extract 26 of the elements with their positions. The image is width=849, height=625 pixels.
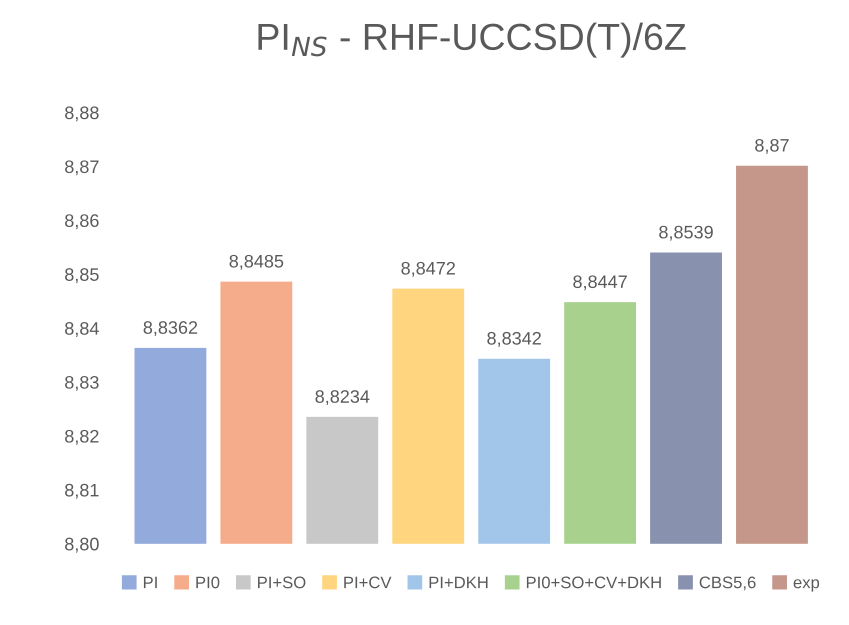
y-tick-label: 8,86 [65,214,99,230]
y-tick-label: 8,84 [65,322,99,337]
y-tick-label: 8,88 [65,106,99,122]
data-label: 8,8472 [401,262,455,277]
chart-title: PI$_{NS}$ - RHF-UCCSD(T)/6Z [258,22,686,58]
legend-label: PI+SO [258,576,306,588]
data-label: 8,8447 [573,275,627,290]
y-tick-label: 8,82 [65,430,99,445]
y-tick-label: 8,83 [65,376,99,391]
data-label: 8,8539 [659,226,713,241]
legend-label: PI0 [196,576,220,588]
legend-label: PI0+SO+CV+DKH [526,576,661,588]
data-label: 8,8342 [487,332,541,347]
y-tick-label: 8,81 [65,484,99,499]
data-label: 8,8362 [144,321,198,336]
legend-label: PI+DKH [430,576,488,588]
y-tick-label: 8,80 [65,538,99,553]
legend-label: PI [144,576,157,588]
y-tick-label: 8,85 [65,268,99,284]
legend-label: exp [794,579,820,592]
y-tick-label: 8,87 [65,160,99,176]
legend-label: CBS5,6 [700,576,756,590]
data-label: 8,87 [755,138,789,154]
data-label: 8,8234 [315,390,370,406]
legend-label: PI+CV [344,576,392,588]
data-label: 8,8485 [230,254,284,270]
